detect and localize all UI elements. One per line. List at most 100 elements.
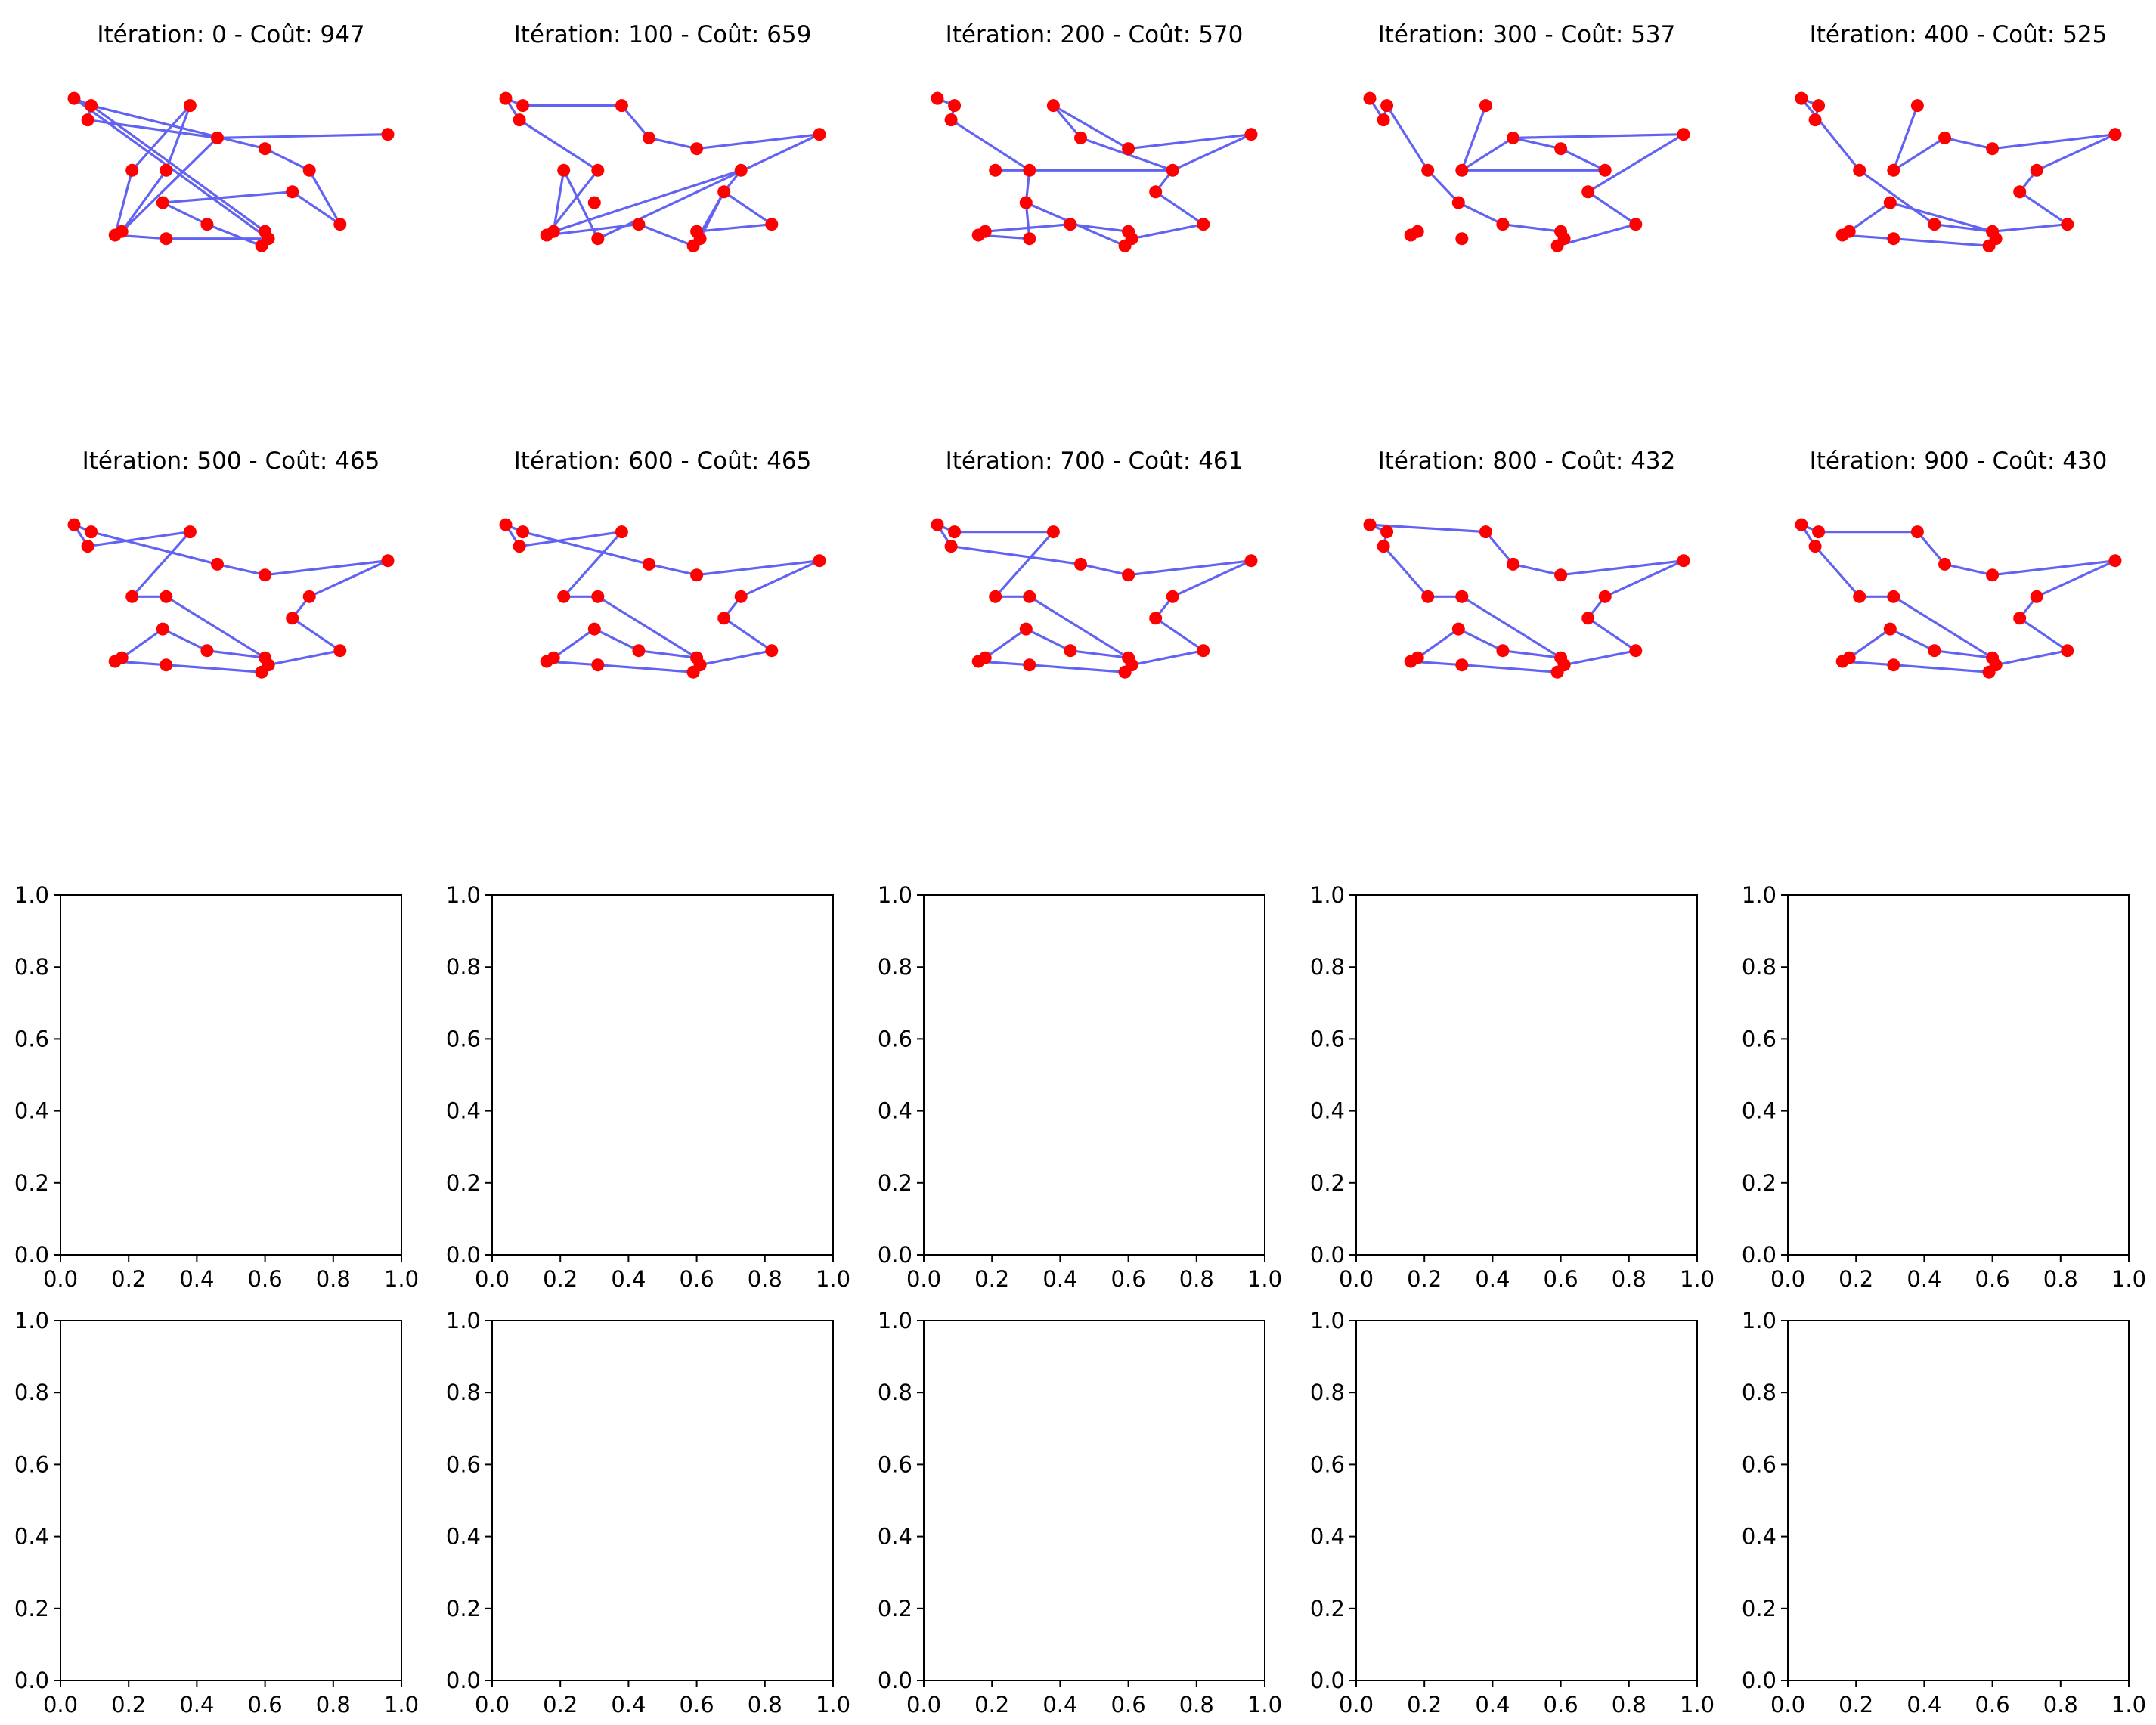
- empty-axes: 0.0 0.2 0.4 0.6 0.8 1.0 0.0 0.2 0.4 0.6 0.8 1.0: [1310, 1308, 1715, 1717]
- y-tick-label: 0.0: [878, 1242, 912, 1268]
- city-point: [1910, 99, 1924, 113]
- city-point: [1244, 128, 1258, 141]
- city-point: [1479, 99, 1492, 113]
- city-point: [931, 91, 944, 105]
- city-point: [1795, 518, 1808, 531]
- city-point: [1835, 228, 1849, 242]
- x-tick-label: 1.0: [816, 1692, 850, 1717]
- city-point: [160, 232, 173, 246]
- city-point: [1629, 218, 1643, 231]
- city-point: [333, 218, 347, 231]
- city-point: [1554, 568, 1568, 582]
- empty-axes: 0.0 0.2 0.4 0.6 0.8 1.0 0.0 0.2 0.4 0.6 0.8 1.0: [14, 882, 419, 1292]
- city-point: [1019, 622, 1033, 636]
- x-tick-label: 0.2: [1407, 1692, 1442, 1717]
- x-tick-label: 0.4: [1042, 1692, 1077, 1717]
- x-tick-label: 1.0: [2111, 1266, 2146, 1292]
- y-tick-label: 0.0: [1742, 1668, 1777, 1693]
- city-point: [1451, 196, 1465, 209]
- x-tick-label: 0.4: [1475, 1266, 1510, 1292]
- city-point: [1046, 525, 1060, 539]
- city-point: [632, 644, 646, 658]
- city-point: [1023, 658, 1036, 672]
- route-panel: Itération: 0 - Coût: 947: [67, 21, 395, 252]
- x-tick-label: 0.6: [1111, 1692, 1146, 1717]
- x-tick-label: 0.6: [1975, 1692, 2010, 1717]
- city-point: [2108, 554, 2122, 568]
- city-point: [1019, 196, 1033, 209]
- panel-title: Itération: 800 - Coût: 432: [1378, 448, 1676, 475]
- city-point: [948, 99, 962, 113]
- empty-axes: 0.0 0.2 0.4 0.6 0.8 1.0 0.0 0.2 0.4 0.6 0.8 1.0: [878, 882, 1282, 1292]
- x-tick-label: 0.8: [1612, 1266, 1646, 1292]
- city-point: [255, 665, 268, 679]
- city-point: [1149, 185, 1163, 199]
- panel-title: Itération: 200 - Coût: 570: [946, 21, 1244, 48]
- city-point: [333, 644, 347, 658]
- city-point: [971, 655, 985, 668]
- city-point: [513, 540, 526, 553]
- y-tick-label: 0.0: [14, 1668, 49, 1693]
- y-tick-label: 0.0: [1310, 1668, 1345, 1693]
- city-point: [690, 142, 704, 156]
- x-tick-label: 0.2: [1838, 1692, 1873, 1717]
- x-tick-label: 1.0: [384, 1266, 419, 1292]
- panel-title: Itération: 900 - Coût: 430: [1810, 448, 2108, 475]
- city-point: [1581, 185, 1595, 199]
- panel-title: Itération: 300 - Coût: 537: [1378, 21, 1676, 48]
- city-point: [67, 518, 81, 531]
- axes-frame: [1787, 894, 2130, 1256]
- y-tick-label: 1.0: [446, 882, 481, 908]
- x-tick-label: 0.6: [680, 1692, 714, 1717]
- city-point: [1795, 91, 1808, 105]
- y-tick-label: 0.2: [878, 1596, 912, 1621]
- y-tick-label: 1.0: [14, 1308, 49, 1333]
- city-point: [286, 185, 299, 199]
- panel-title: Itération: 400 - Coût: 525: [1810, 21, 2108, 48]
- city-point: [734, 590, 748, 603]
- city-point: [1887, 163, 1900, 177]
- city-point: [1853, 590, 1866, 603]
- y-tick-label: 0.4: [1742, 1098, 1777, 1124]
- city-point: [1451, 622, 1465, 636]
- city-point: [1887, 590, 1900, 603]
- city-point: [587, 622, 601, 636]
- city-point: [1986, 142, 2000, 156]
- empty-axes: 0.0 0.2 0.4 0.6 0.8 1.0 0.0 0.2 0.4 0.6 0.8 1.0: [878, 1308, 1282, 1717]
- y-tick-label: 0.2: [14, 1596, 49, 1621]
- axes-frame: [60, 1320, 402, 1681]
- city-point: [1421, 590, 1435, 603]
- y-tick-label: 0.6: [14, 1026, 49, 1051]
- x-tick-label: 0.2: [1407, 1266, 1442, 1292]
- x-tick-label: 0.0: [1770, 1266, 1805, 1292]
- x-tick-label: 0.8: [2043, 1692, 2078, 1717]
- city-point: [1550, 239, 1564, 252]
- city-point: [1910, 525, 1924, 539]
- city-point: [200, 218, 214, 231]
- city-point: [690, 568, 704, 582]
- x-tick-label: 0.0: [906, 1692, 941, 1717]
- y-tick-label: 0.8: [1742, 1380, 1777, 1405]
- y-tick-label: 0.2: [14, 1170, 49, 1196]
- y-tick-label: 0.6: [1310, 1026, 1345, 1051]
- y-tick-label: 1.0: [1310, 882, 1345, 908]
- x-tick-label: 0.0: [43, 1266, 78, 1292]
- x-tick-label: 0.8: [748, 1266, 782, 1292]
- city-point: [1380, 99, 1394, 113]
- x-tick-label: 0.2: [974, 1266, 1009, 1292]
- city-point: [587, 196, 601, 209]
- city-point: [1023, 163, 1036, 177]
- empty-axes: 0.0 0.2 0.4 0.6 0.8 1.0 0.0 0.2 0.4 0.6 0.8 1.0: [1742, 1308, 2146, 1717]
- city-point: [211, 557, 224, 571]
- y-tick-label: 0.0: [1310, 1242, 1345, 1268]
- city-point: [1455, 163, 1469, 177]
- city-point: [643, 557, 655, 571]
- city-point: [1122, 568, 1135, 582]
- city-point: [2061, 644, 2074, 658]
- x-tick-label: 0.0: [1770, 1692, 1805, 1717]
- y-tick-label: 1.0: [446, 1308, 481, 1333]
- city-point: [513, 113, 526, 127]
- city-point: [1064, 218, 1077, 231]
- y-tick-label: 0.8: [14, 1380, 49, 1405]
- city-point: [2030, 163, 2043, 177]
